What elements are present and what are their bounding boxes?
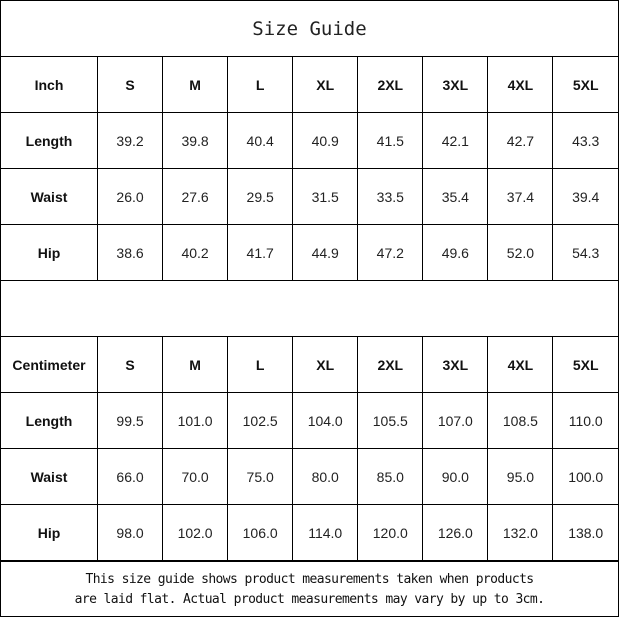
table-row: Waist 26.0 27.6 29.5 31.5 33.5 35.4 37.4 39.4 — [1, 168, 618, 225]
row-label: Hip — [1, 504, 98, 561]
unit-header: Centimeter — [1, 336, 98, 393]
measurement-cell: 75.0 — [227, 448, 294, 505]
measurement-cell: 104.0 — [292, 392, 359, 449]
size-header: 5XL — [552, 336, 618, 393]
size-header: M — [162, 336, 229, 393]
table-row: Waist 66.0 70.0 75.0 80.0 85.0 90.0 95.0 100.0 — [1, 448, 618, 505]
measurement-cell: 102.0 — [162, 504, 229, 561]
row-label: Waist — [1, 168, 98, 225]
measurement-cell: 42.1 — [422, 112, 489, 169]
size-header: S — [96, 57, 164, 113]
measurement-cell: 66.0 — [96, 448, 164, 505]
measurement-cell: 47.2 — [357, 224, 424, 281]
measurement-cell: 132.0 — [487, 504, 554, 561]
measurement-note: This size guide shows product measuremen… — [1, 561, 618, 618]
table-row: Length 39.2 39.8 40.4 40.9 41.5 42.1 42.7 43.3 — [1, 112, 618, 169]
measurement-cell: 106.0 — [227, 504, 294, 561]
measurement-cell: 29.5 — [227, 168, 294, 225]
size-header: XL — [292, 336, 359, 393]
header-row: Centimeter S M L XL 2XL 3XL 4XL 5XL — [1, 336, 618, 393]
measurement-cell: 52.0 — [487, 224, 554, 281]
measurement-cell: 41.7 — [227, 224, 294, 281]
measurement-cell: 33.5 — [357, 168, 424, 225]
note-line-2: are laid flat. Actual product measuremen… — [74, 592, 545, 607]
measurement-cell: 42.7 — [487, 112, 554, 169]
measurement-cell: 39.2 — [96, 112, 164, 169]
table-row: Hip 38.6 40.2 41.7 44.9 47.2 49.6 52.0 54.3 — [1, 224, 618, 281]
measurement-cell: 41.5 — [357, 112, 424, 169]
measurement-cell: 40.4 — [227, 112, 294, 169]
row-label: Hip — [1, 224, 98, 281]
measurement-cell: 90.0 — [422, 448, 489, 505]
measurement-cell: 99.5 — [96, 392, 164, 449]
measurement-cell: 35.4 — [422, 168, 489, 225]
size-header: S — [96, 336, 164, 393]
size-header: XL — [292, 57, 359, 113]
measurement-cell: 100.0 — [552, 448, 618, 505]
measurement-cell: 102.5 — [227, 392, 294, 449]
size-header: 2XL — [357, 57, 424, 113]
measurement-cell: 49.6 — [422, 224, 489, 281]
size-header: 3XL — [422, 57, 489, 113]
unit-header: Inch — [1, 57, 98, 113]
measurement-cell: 26.0 — [96, 168, 164, 225]
inch-table: Inch S M L XL 2XL 3XL 4XL 5XL Length 39.2 39.8 40.4 4… — [1, 57, 618, 281]
size-header: 4XL — [487, 336, 554, 393]
measurement-cell: 126.0 — [422, 504, 489, 561]
measurement-cell: 105.5 — [357, 392, 424, 449]
measurement-cell: 40.2 — [162, 224, 229, 281]
measurement-cell: 39.4 — [552, 168, 618, 225]
measurement-cell: 31.5 — [292, 168, 359, 225]
measurement-cell: 85.0 — [357, 448, 424, 505]
measurement-cell: 101.0 — [162, 392, 229, 449]
row-label: Length — [1, 112, 98, 169]
size-header: 5XL — [552, 57, 618, 113]
size-header: L — [227, 336, 294, 393]
centimeter-table: Centimeter S M L XL 2XL 3XL 4XL 5XL Length 99.5 101… — [1, 336, 618, 561]
measurement-cell: 54.3 — [552, 224, 618, 281]
measurement-cell: 98.0 — [96, 504, 164, 561]
measurement-cell: 110.0 — [552, 392, 618, 449]
measurement-cell: 107.0 — [422, 392, 489, 449]
measurement-cell: 38.6 — [96, 224, 164, 281]
measurement-cell: 37.4 — [487, 168, 554, 225]
page-title: Size Guide — [1, 1, 618, 57]
size-header: 4XL — [487, 57, 554, 113]
table-row: Hip 98.0 102.0 106.0 114.0 120.0 126.0 132.0 138… — [1, 504, 618, 561]
measurement-cell: 39.8 — [162, 112, 229, 169]
size-header: 2XL — [357, 336, 424, 393]
measurement-cell: 40.9 — [292, 112, 359, 169]
size-header: M — [162, 57, 229, 113]
measurement-cell: 43.3 — [552, 112, 618, 169]
size-header: L — [227, 57, 294, 113]
measurement-cell: 114.0 — [292, 504, 359, 561]
size-header: 3XL — [422, 336, 489, 393]
measurement-cell: 70.0 — [162, 448, 229, 505]
row-label: Length — [1, 392, 98, 449]
spacer — [1, 281, 618, 336]
measurement-cell: 80.0 — [292, 448, 359, 505]
note-line-1: This size guide shows product measuremen… — [85, 572, 534, 587]
measurement-cell: 44.9 — [292, 224, 359, 281]
measurement-cell: 138.0 — [552, 504, 618, 561]
row-label: Waist — [1, 448, 98, 505]
measurement-cell: 108.5 — [487, 392, 554, 449]
measurement-cell: 27.6 — [162, 168, 229, 225]
measurement-cell: 120.0 — [357, 504, 424, 561]
table-row: Length 99.5 101.0 102.5 104.0 105.5 107.0 108.5… — [1, 392, 618, 449]
measurement-cell: 95.0 — [487, 448, 554, 505]
header-row: Inch S M L XL 2XL 3XL 4XL 5XL — [1, 57, 618, 113]
